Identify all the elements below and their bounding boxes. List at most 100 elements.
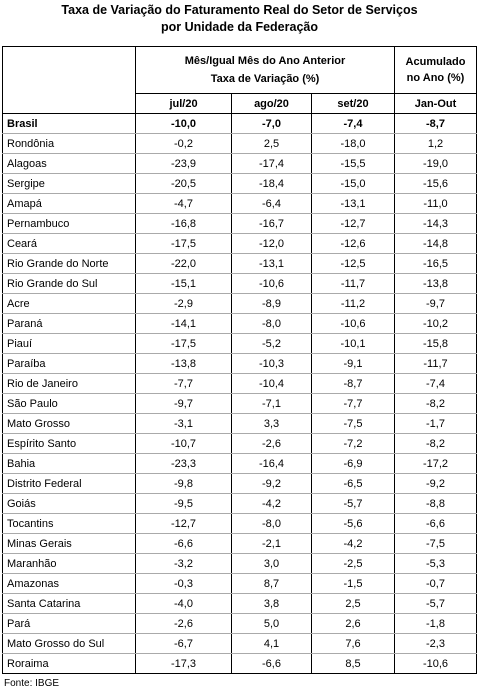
cell: -8,9: [231, 293, 312, 314]
row-label: Pará: [2, 613, 136, 634]
cell: -7,5: [311, 413, 395, 434]
cell: 8,5: [311, 653, 395, 674]
title-line: Taxa de Variação do Faturamento Real do …: [61, 3, 418, 17]
cell: -13,1: [311, 193, 395, 214]
cell: -13,8: [394, 273, 477, 294]
cell: 4,1: [231, 633, 312, 654]
row-label: Espírito Santo: [2, 433, 136, 454]
row-label: Paraíba: [2, 353, 136, 374]
accum-header-line: Acumulado: [405, 56, 466, 68]
cell: -16,5: [394, 253, 477, 274]
cell: -14,1: [135, 313, 232, 334]
cell: 2,6: [311, 613, 395, 634]
cell: -2,9: [135, 293, 232, 314]
cell: -5,7: [311, 493, 395, 514]
cell: -15,1: [135, 273, 232, 294]
row-label: Minas Gerais: [2, 533, 136, 554]
cell: -10,6: [311, 313, 395, 334]
cell: -15,5: [311, 153, 395, 174]
cell: -2,5: [311, 553, 395, 574]
cell: -9,7: [394, 293, 477, 314]
row-label: Santa Catarina: [2, 593, 136, 614]
table-row: Rio Grande do Sul -15,1 -10,6 -11,7 -13,8: [2, 273, 477, 294]
cell: -12,6: [311, 233, 395, 254]
cell: -17,5: [135, 233, 232, 254]
corner-cell: [2, 46, 136, 114]
cell: -8,2: [394, 433, 477, 454]
cell: -7,1: [231, 393, 312, 414]
table-row: Distrito Federal -9,8 -9,2 -6,5 -9,2: [2, 473, 477, 494]
cell: -8,2: [394, 393, 477, 414]
cell: -6,6: [135, 533, 232, 554]
cell: -17,4: [231, 153, 312, 174]
column-header: jul/20: [135, 93, 232, 114]
cell: -7,2: [311, 433, 395, 454]
row-label: Piauí: [2, 333, 136, 354]
cell: -10,7: [135, 433, 232, 454]
row-label: Maranhão: [2, 553, 136, 574]
group-header-line: Mês/Igual Mês do Ano Anterior: [184, 55, 346, 67]
cell: -15,8: [394, 333, 477, 354]
row-label: Ceará: [2, 233, 136, 254]
row-label: Distrito Federal: [2, 473, 136, 494]
cell: -8,7: [394, 113, 477, 134]
cell: -9,1: [311, 353, 395, 374]
cell: -6,4: [231, 193, 312, 214]
cell: 2,5: [311, 593, 395, 614]
table-row: Alagoas -23,9 -17,4 -15,5 -19,0: [2, 153, 477, 174]
cell: -11,7: [394, 353, 477, 374]
row-label: Rondônia: [2, 133, 136, 154]
cell: -7,4: [394, 373, 477, 394]
cell: -13,1: [231, 253, 312, 274]
cell: -17,5: [135, 333, 232, 354]
cell: -7,4: [311, 113, 395, 134]
cell: -6,9: [311, 453, 395, 474]
table-row: Paraná -14,1 -8,0 -10,6 -10,2: [2, 313, 477, 334]
cell: -4,7: [135, 193, 232, 214]
cell: 3,8: [231, 593, 312, 614]
cell: 7,6: [311, 633, 395, 654]
cell: -4,2: [231, 493, 312, 514]
cell: -8,7: [311, 373, 395, 394]
cell: -10,0: [135, 113, 232, 134]
cell: -11,7: [311, 273, 395, 294]
cell: -16,4: [231, 453, 312, 474]
cell: -16,8: [135, 213, 232, 234]
row-label: Tocantins: [2, 513, 136, 534]
table-row: Minas Gerais -6,6 -2,1 -4,2 -7,5: [2, 533, 477, 554]
cell: -5,3: [394, 553, 477, 574]
cell: -5,6: [311, 513, 395, 534]
cell: -12,5: [311, 253, 395, 274]
cell: -9,2: [394, 473, 477, 494]
table-row: São Paulo -9,7 -7,1 -7,7 -8,2: [2, 393, 477, 414]
cell: -0,7: [394, 573, 477, 594]
table-row: Acre -2,9 -8,9 -11,2 -9,7: [2, 293, 477, 314]
column-header: Jan-Out: [394, 93, 477, 114]
table-row: Piauí -17,5 -5,2 -10,1 -15,8: [2, 333, 477, 354]
cell: -1,7: [394, 413, 477, 434]
table-row: Pará -2,6 5,0 2,6 -1,8: [2, 613, 477, 634]
cell: 3,0: [231, 553, 312, 574]
row-label: Mato Grosso: [2, 413, 136, 434]
cell: -2,3: [394, 633, 477, 654]
table-row: Sergipe -20,5 -18,4 -15,0 -15,6: [2, 173, 477, 194]
cell: -4,0: [135, 593, 232, 614]
cell: 2,5: [231, 133, 312, 154]
table-row: Rio de Janeiro -7,7 -10,4 -8,7 -7,4: [2, 373, 477, 394]
table-row: Rio Grande do Norte -22,0 -13,1 -12,5 -16,5: [2, 253, 477, 274]
cell: -14,8: [394, 233, 477, 254]
cell: -19,0: [394, 153, 477, 174]
cell: -18,4: [231, 173, 312, 194]
cell: 5,0: [231, 613, 312, 634]
row-label: Roraima: [2, 653, 136, 674]
cell: -16,7: [231, 213, 312, 234]
group-header-line: Taxa de Variação (%): [210, 73, 320, 85]
cell: -15,0: [311, 173, 395, 194]
header-row: Mês/Igual Mês do Ano Anterior Taxa de Va…: [2, 46, 477, 114]
cell: -17,3: [135, 653, 232, 674]
cell: 1,2: [394, 133, 477, 154]
cell: -11,2: [311, 293, 395, 314]
cell: -4,2: [311, 533, 395, 554]
table-row: Espírito Santo -10,7 -2,6 -7,2 -8,2: [2, 433, 477, 454]
